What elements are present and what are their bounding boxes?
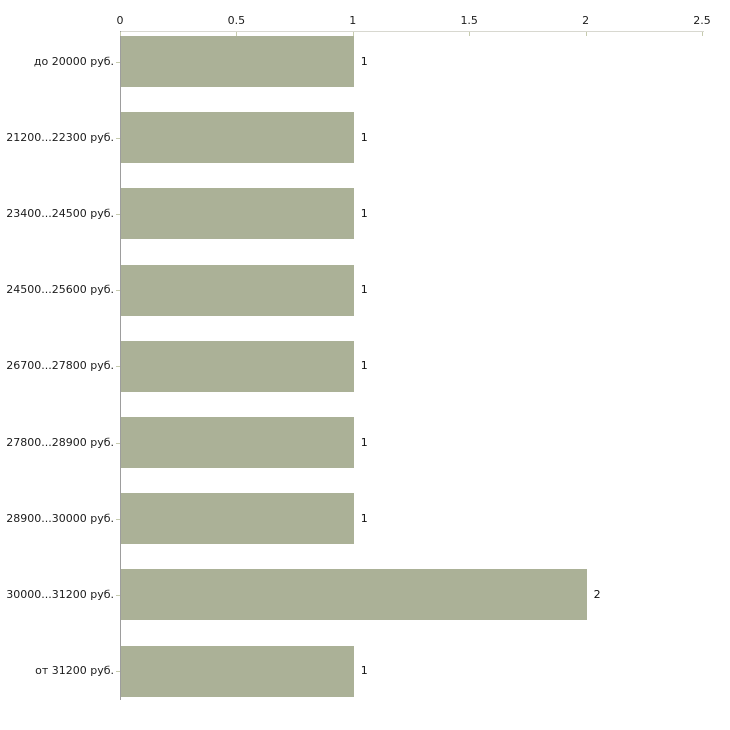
bar [121,417,354,468]
y-axis-tick [116,671,120,672]
y-axis-tick [116,62,120,63]
x-axis-tick-label: 2.5 [693,14,711,27]
bar [121,493,354,545]
category-label: 21200...22300 руб. [6,131,114,144]
bar-value-label: 1 [360,55,368,68]
x-axis-tick-label: 0.5 [227,14,246,27]
y-axis-tick [116,595,120,596]
category-label: 26700...27800 руб. [6,359,114,372]
bar-value-label: 1 [360,664,368,677]
x-axis-tick [120,32,121,36]
y-axis-tick [116,366,120,367]
bar-value-label: 1 [360,131,368,144]
bar [121,112,354,164]
bar [121,645,354,697]
bar [121,36,354,87]
category-label: 28900...30000 руб. [6,512,114,525]
bar-value-label: 2 [593,588,601,601]
x-axis-tick [585,32,587,36]
bar [121,569,587,621]
y-axis-line [120,31,121,700]
x-axis-tick [702,32,703,36]
x-axis-tick-label: 2 [582,14,590,27]
x-axis-tick-label: 1 [349,14,357,27]
x-axis-tick [469,32,471,36]
x-axis-tick-label: 1.5 [460,14,478,27]
y-axis-tick [116,138,120,139]
category-label: 27800...28900 руб. [6,436,114,449]
bar [121,188,354,240]
category-label: до 20000 руб. [33,55,114,68]
bar-value-label: 1 [360,359,368,372]
x-axis-tick [352,32,354,36]
category-label: 23400...24500 руб. [6,207,114,220]
category-label: от 31200 руб. [35,664,114,677]
x-axis-line [120,31,704,32]
y-axis-tick [116,290,120,291]
bar-value-label: 1 [360,207,368,220]
bar-value-label: 1 [360,283,368,296]
category-label: 24500...25600 руб. [6,283,114,296]
x-axis-tick [236,32,238,36]
bar [121,340,354,392]
bar-value-label: 1 [360,436,368,449]
y-axis-tick [116,443,120,444]
bar-value-label: 1 [360,512,368,525]
category-label: 30000...31200 руб. [6,588,114,601]
y-axis-tick [116,519,120,520]
y-axis-tick [116,214,120,215]
x-axis-tick-label: 0 [116,14,124,27]
bar [121,264,354,316]
